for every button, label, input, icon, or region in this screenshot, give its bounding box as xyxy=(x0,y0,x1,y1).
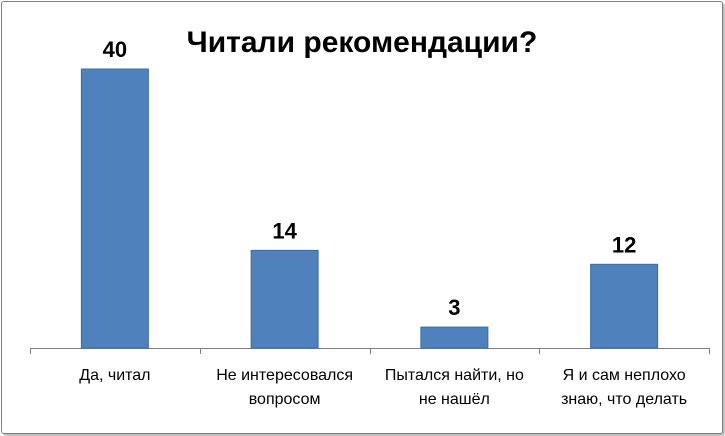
bar xyxy=(420,326,489,349)
x-tick-label: вопросом xyxy=(249,391,321,408)
x-tick-label: Пытался найти, но xyxy=(385,367,524,384)
data-label: 40 xyxy=(103,37,127,62)
chart-marks: 40 Да, читал 14 Не интересовался вопросом 3 Пы… xyxy=(30,37,710,408)
x-tick-label: не нашёл xyxy=(419,391,490,408)
bar xyxy=(590,263,659,349)
data-label: 3 xyxy=(448,295,460,320)
x-tick-label: Я и сам неплохо xyxy=(563,367,686,384)
data-label: 12 xyxy=(612,232,636,257)
bar xyxy=(80,68,149,349)
x-tick-label: Да, читал xyxy=(79,367,150,384)
bar xyxy=(250,249,319,349)
x-tick-label: Не интересовался xyxy=(216,367,353,384)
x-tick-label: знаю, что делать xyxy=(561,391,687,408)
chart-title: Читали рекомендации? xyxy=(187,26,538,59)
data-label: 14 xyxy=(272,218,297,243)
